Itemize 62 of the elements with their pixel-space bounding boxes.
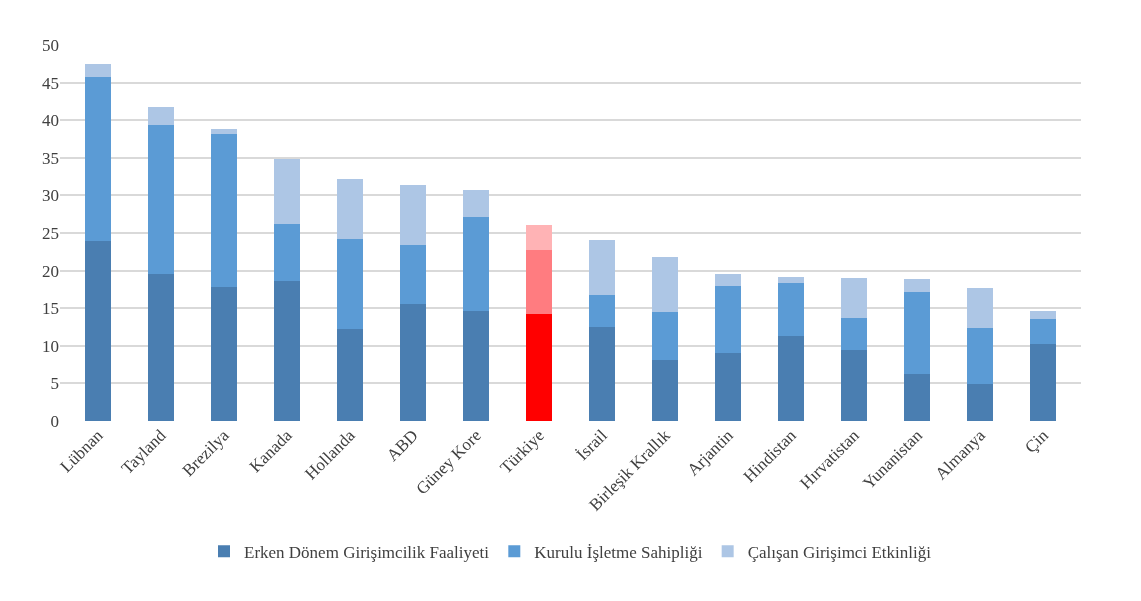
bar	[462, 311, 490, 421]
bar	[399, 245, 427, 305]
bar	[525, 225, 553, 250]
y-tick-label: 20	[42, 261, 59, 281]
y-tick-label: 10	[42, 336, 59, 356]
bar	[966, 327, 994, 385]
bar	[651, 257, 679, 312]
bar	[651, 360, 679, 421]
x-tick-label: Çin	[1021, 425, 1053, 457]
bar	[1029, 319, 1057, 344]
bar	[777, 283, 805, 337]
y-tick-label: 25	[42, 223, 59, 243]
bar	[966, 287, 994, 328]
bar	[147, 125, 175, 274]
legend-label: Erken Dönem Girişimcilik Faaliyeti	[244, 542, 490, 562]
bar	[525, 314, 553, 421]
legend-label: Çalışan Girişimci Etkinliği	[747, 542, 932, 562]
bar	[777, 336, 805, 421]
bar	[966, 384, 994, 421]
bar	[1029, 311, 1057, 320]
bar	[462, 190, 490, 218]
bar	[903, 278, 931, 293]
bar	[147, 273, 175, 421]
y-tick-label: 5	[50, 374, 59, 394]
bar	[588, 294, 616, 327]
bar	[903, 373, 931, 421]
bar	[336, 239, 364, 330]
bar	[336, 178, 364, 240]
bar	[84, 240, 112, 421]
y-tick-label: 45	[42, 73, 59, 93]
bar	[210, 129, 238, 134]
bar	[525, 249, 553, 315]
bar	[273, 159, 301, 224]
bar	[903, 292, 931, 374]
y-tick-label: 0	[50, 411, 59, 431]
bar	[1029, 343, 1057, 421]
bar	[462, 217, 490, 312]
y-tick-label: 35	[42, 148, 59, 168]
bar	[273, 223, 301, 282]
bar	[840, 349, 868, 421]
bar	[714, 353, 742, 421]
bar	[840, 278, 868, 318]
bar	[273, 281, 301, 421]
bar	[714, 285, 742, 354]
bar	[588, 239, 616, 295]
bar	[588, 327, 616, 421]
bar	[210, 287, 238, 421]
bar	[399, 184, 427, 246]
bar	[84, 63, 112, 77]
y-tick-label: 30	[42, 186, 59, 206]
bar	[84, 76, 112, 241]
bar	[714, 273, 742, 286]
bar	[210, 133, 238, 288]
bar	[147, 107, 175, 126]
y-tick-label: 40	[42, 111, 59, 131]
bar	[336, 329, 364, 421]
y-tick-label: 15	[42, 299, 59, 319]
bar	[840, 317, 868, 350]
y-tick-label: 50	[42, 35, 59, 55]
legend-label: Kurulu İşletme Sahipliği	[534, 542, 703, 562]
bar	[651, 311, 679, 361]
bar	[399, 304, 427, 421]
